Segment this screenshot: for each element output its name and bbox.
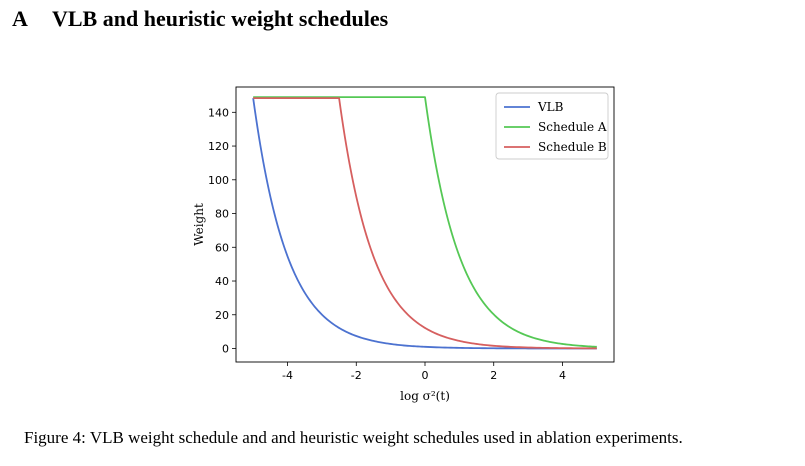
x-axis-title: log σ²(t) <box>400 389 450 403</box>
x-tick-label: -2 <box>351 369 362 382</box>
figure-caption: Figure 4: VLB weight schedule and and he… <box>24 428 683 448</box>
y-axis-title: Weight <box>192 203 206 246</box>
series-line-vlb <box>252 98 597 350</box>
legend-box <box>495 92 609 160</box>
caption-text: VLB weight schedule and and heuristic we… <box>89 428 683 447</box>
section-title: VLB and heuristic weight schedules <box>52 6 389 31</box>
legend: VLB Schedule A Schedule B <box>495 92 609 160</box>
section-heading: A VLB and heuristic weight schedules <box>12 6 388 32</box>
legend-label-vlb: VLB <box>537 100 564 114</box>
x-tick-label: 2 <box>490 369 497 382</box>
y-tick-label: 20 <box>215 309 229 322</box>
x-tick-label: 0 <box>422 369 429 382</box>
x-tick-label: 4 <box>559 369 566 382</box>
legend-label-schedule-a: Schedule A <box>538 120 607 134</box>
y-tick-label: 0 <box>222 343 229 356</box>
series-line-schedule-a <box>253 96 597 348</box>
x-tick-label: -4 <box>282 369 293 382</box>
caption-label: Figure 4: <box>24 428 86 447</box>
series-layer <box>252 96 597 350</box>
legend-label-schedule-b: Schedule B <box>538 140 607 154</box>
y-tick-label: 80 <box>215 208 229 221</box>
section-letter: A <box>12 6 28 31</box>
y-tick-label: 100 <box>208 174 229 187</box>
y-tick-label: 140 <box>208 106 229 119</box>
series-line-schedule-b <box>253 97 597 350</box>
y-tick-label: 60 <box>215 241 229 254</box>
y-tick-label: 40 <box>215 275 229 288</box>
y-tick-label: 120 <box>208 140 229 153</box>
